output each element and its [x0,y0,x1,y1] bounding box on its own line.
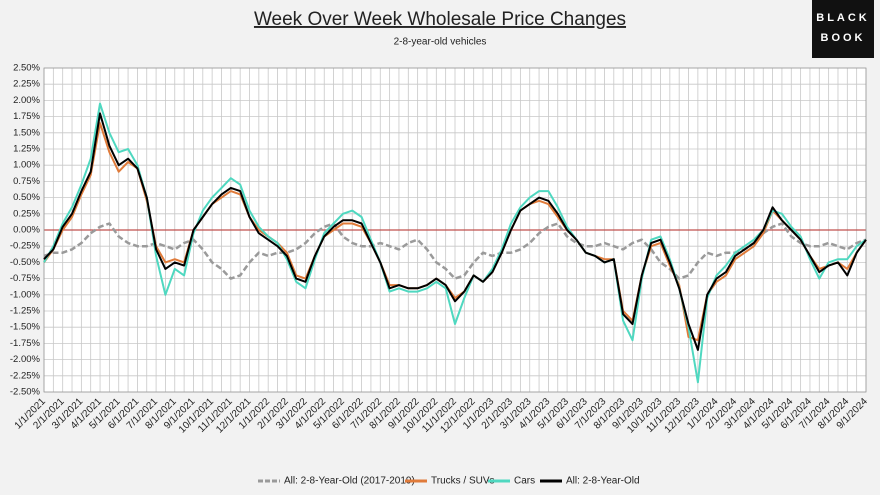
y-tick-label: -1.25% [10,306,41,317]
y-tick-label: -2.00% [10,354,41,365]
logo-text: BLACK [816,12,870,24]
y-tick-label: -0.50% [10,257,41,268]
y-tick-label: -1.75% [10,338,41,349]
series-line [43,222,867,280]
chart-title: Week Over Week Wholesale Price Changes [254,9,626,30]
logo-box [812,0,874,58]
series-line [43,122,867,342]
y-tick-label: 0.25% [13,208,40,219]
y-tick-label: 0.00% [13,225,40,236]
series-line [43,112,867,351]
chart-subtitle: 2-8-year-old vehicles [394,37,487,48]
legend-label: Cars [514,476,535,487]
logo-text: BOOK [821,32,866,44]
y-tick-label: 2.25% [13,79,40,90]
legend-label: All: 2-8-Year-Old [566,476,640,487]
y-tick-label: 2.00% [13,95,40,106]
legend-label: Trucks / SUVs [431,476,495,487]
legend-label: All: 2-8-Year-Old (2017-2019) [284,476,415,487]
y-tick-label: -0.75% [10,273,41,284]
y-tick-label: -0.25% [10,241,41,252]
y-tick-label: 0.75% [13,176,40,187]
y-tick-label: 1.25% [13,144,40,155]
y-tick-label: -2.25% [10,370,41,381]
y-tick-label: -2.50% [10,387,41,398]
y-tick-label: 0.50% [13,192,40,203]
y-tick-label: -1.00% [10,289,41,300]
y-tick-label: 1.00% [13,160,40,171]
y-tick-label: 1.50% [13,127,40,138]
y-tick-label: -1.50% [10,322,41,333]
series-line [43,102,867,384]
y-tick-label: 2.50% [13,63,40,74]
plot-border [43,67,867,393]
y-tick-label: 1.75% [13,111,40,122]
